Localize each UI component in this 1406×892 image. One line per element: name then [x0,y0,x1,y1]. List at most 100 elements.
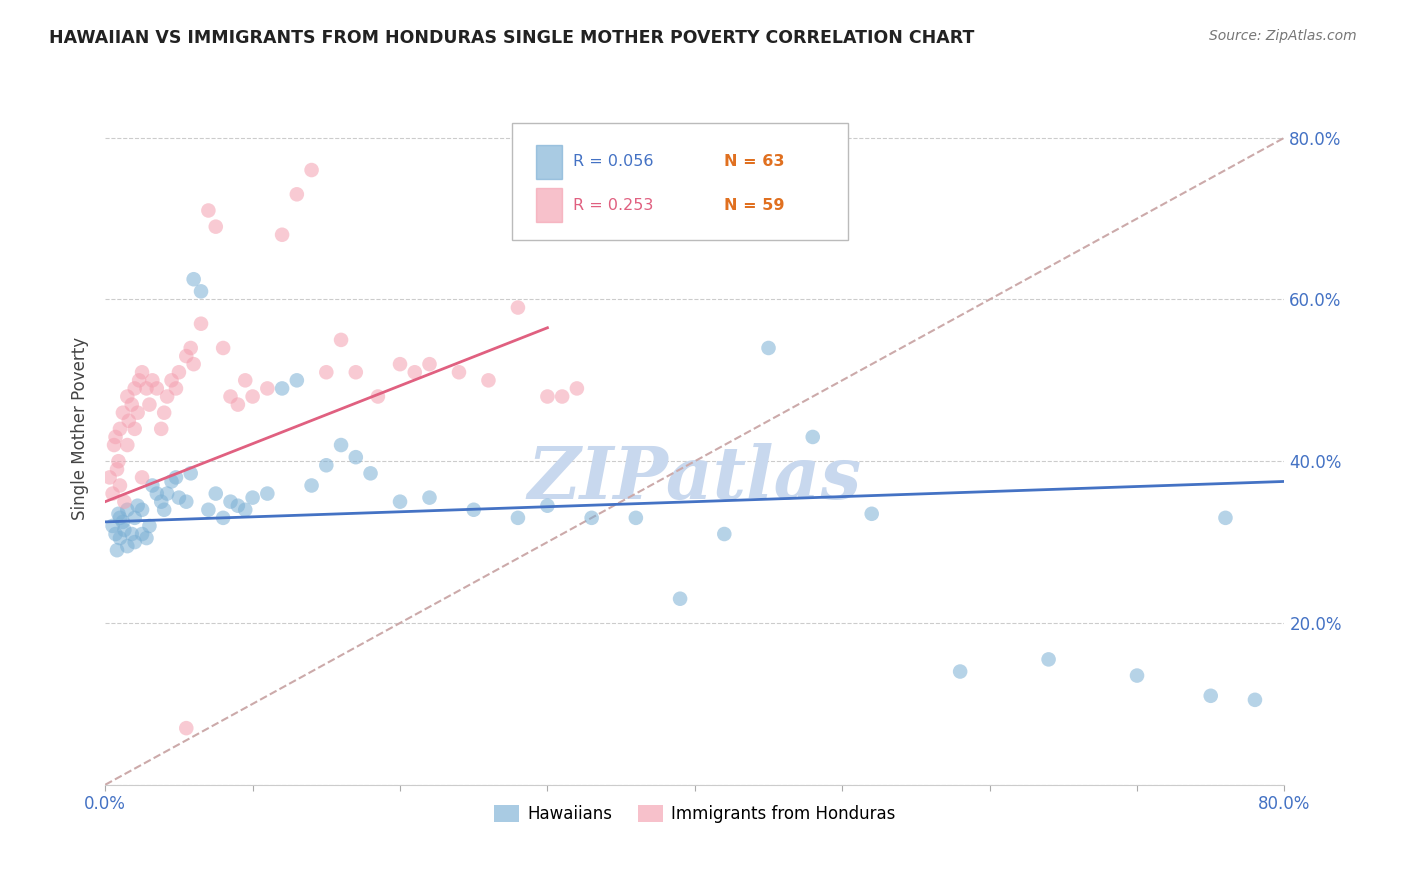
Point [758,341,780,355]
Point [156,486,179,500]
Point [138,398,160,412]
Point [219,390,242,404]
Point [118,414,141,428]
Bar [536,188,561,222]
Point [197,203,219,218]
Point [212,341,235,355]
Point [174,494,197,508]
Point [190,317,212,331]
Point [150,422,173,436]
Point [141,478,163,492]
Bar [536,145,561,179]
Point [103,438,125,452]
Point [581,511,603,525]
Point [174,349,197,363]
Text: N = 63: N = 63 [724,154,785,169]
Point [1126,668,1149,682]
Point [233,373,256,387]
Point [565,381,588,395]
Text: R = 0.056: R = 0.056 [574,154,654,169]
Point [183,272,205,286]
Point [174,721,197,735]
Point [330,438,353,452]
Point [153,406,176,420]
Point [477,373,499,387]
Point [536,390,558,404]
Point [107,507,129,521]
Point [104,527,127,541]
Point [112,523,135,537]
Point [463,502,485,516]
Point [404,365,426,379]
Point [108,511,131,525]
Point [117,438,139,452]
Point [104,430,127,444]
Point [301,163,323,178]
Point [124,381,146,395]
Point [117,390,139,404]
Point [117,539,139,553]
Point [146,381,169,395]
Point [315,458,337,473]
Point [131,470,153,484]
Point [330,333,353,347]
Point [105,543,128,558]
Point [418,491,440,505]
Point [713,527,735,541]
Point [135,531,157,545]
Point [506,301,529,315]
Point [167,491,190,505]
Point [285,187,308,202]
Point [112,494,135,508]
Point [344,365,367,379]
Point [271,381,294,395]
Point [285,373,308,387]
Point [256,381,278,395]
Point [108,531,131,545]
Point [212,511,235,525]
Point [156,390,179,404]
Point [180,341,202,355]
Point [233,502,256,516]
Point [242,491,264,505]
Point [131,527,153,541]
Point [111,406,134,420]
Point [624,511,647,525]
Point [669,591,692,606]
Point [367,390,389,404]
Text: ZIPatlas: ZIPatlas [527,443,862,514]
Text: Source: ZipAtlas.com: Source: ZipAtlas.com [1209,29,1357,43]
Point [1215,511,1237,525]
Point [536,499,558,513]
Point [131,502,153,516]
Point [418,357,440,371]
Point [1244,693,1267,707]
Point [360,467,382,481]
Point [160,373,183,387]
Point [101,519,124,533]
Point [344,450,367,465]
Legend: Hawaiians, Immigrants from Honduras: Hawaiians, Immigrants from Honduras [488,798,903,830]
Point [111,515,134,529]
Point [1199,689,1222,703]
Point [107,454,129,468]
Point [256,486,278,500]
Point [131,365,153,379]
Point [121,527,143,541]
Point [167,365,190,379]
Point [160,475,183,489]
Point [301,478,323,492]
Point [128,373,150,387]
Point [315,365,337,379]
Point [204,219,226,234]
Point [242,390,264,404]
Point [801,430,824,444]
Point [101,486,124,500]
Point [98,470,121,484]
Y-axis label: Single Mother Poverty: Single Mother Poverty [72,337,89,520]
Point [124,422,146,436]
Point [226,398,249,412]
Point [124,535,146,549]
Point [105,462,128,476]
Point [949,665,972,679]
